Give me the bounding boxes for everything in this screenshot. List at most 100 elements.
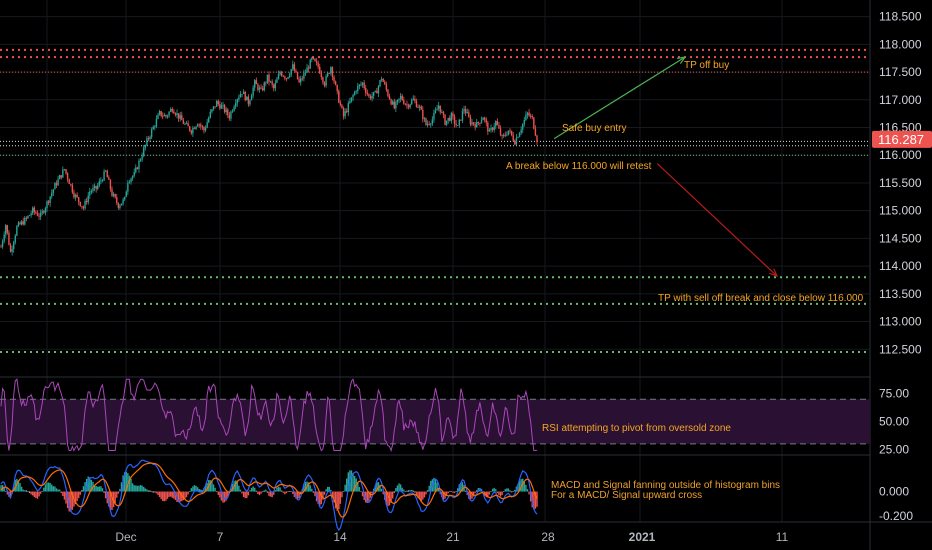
price-axis[interactable]: 118.500118.000117.500117.000116.500116.0… [879,10,922,357]
candle-body [285,78,288,80]
macd-histogram-bar [380,488,383,492]
time-axis[interactable]: Dec 7 14 21 28 2021 11 [115,530,788,544]
macd-histogram-bar [166,491,169,499]
candle-body [196,124,199,127]
candle-body [214,106,216,108]
candle-body [396,99,399,103]
rsi-panel[interactable] [0,378,870,453]
candle-body [296,72,299,80]
macd-histogram-bar [363,491,365,501]
annotation-safe-buy-entry[interactable]: Safe buy entry [562,123,626,134]
candle-body [355,91,357,92]
candle-body [252,87,254,96]
macd-histogram-bar [325,489,327,492]
macd-histogram-bar [112,491,115,508]
macd-histogram-bar [130,478,132,492]
candle-body [284,76,286,79]
macd-histogram-bar [512,491,514,492]
candle-body [268,74,270,82]
macd-histogram-bar [442,491,445,501]
price-tick-label: 115.000 [879,204,922,218]
macd-histogram-bar [214,487,216,492]
macd-histogram-bar [536,491,538,507]
candle-body [460,119,462,121]
candle-body [89,191,91,196]
candle-body [219,103,221,109]
rsi-tick-label: 50.00 [879,415,909,429]
annotation-macd-line2[interactable]: For a MACD/ Signal upward cross [551,490,702,501]
macd-histogram-bar [101,488,104,492]
macd-histogram-bar [173,491,175,499]
annotation-break-below[interactable]: A break below 116.000 will retest [506,161,652,172]
candle-body [249,100,251,105]
candle-body [303,73,305,79]
candle-body [44,208,47,213]
rsi-axis[interactable]: 75.00 50.00 25.00 [879,387,909,457]
macd-histogram-bar [179,491,181,502]
macd-histogram-bar [428,485,430,492]
candle-body [100,180,102,182]
macd-histogram-bar [236,481,238,492]
macd-histogram-bar [263,490,265,492]
candle-body [461,111,464,121]
candle-body [276,79,278,83]
candle-body [420,106,422,110]
macd-histogram-bar [366,491,369,503]
macd-histogram-bar [0,485,2,492]
macd-histogram-bar [109,491,112,510]
candle-body [346,111,348,113]
macd-histogram-bar [471,491,473,499]
candle-body [184,123,186,125]
macd-histogram-bar [326,486,329,492]
macd-histogram-bar [390,491,392,503]
candle-body [233,106,235,111]
macd-histogram-bar [357,481,359,492]
candle-body [290,69,292,75]
candle-body [433,112,435,120]
price-candles [0,56,538,256]
trend-arrow-line [656,163,778,277]
annotation-tp-sell-off[interactable]: TP with sell off break and close below 1… [658,293,864,304]
candle-body [84,201,86,209]
candle-body [55,183,58,186]
candle-body [306,67,308,73]
macd-histogram-bar [420,491,422,502]
macd-histogram-bar [399,484,402,492]
candle-body [328,73,330,74]
candle-body [19,222,21,225]
macd-axis[interactable]: 0.000 -0.200 [879,485,913,523]
candle-body [227,109,229,115]
candle-body [403,100,405,104]
annotation-macd-line1[interactable]: MACD and Signal fanning outside of histo… [551,480,780,491]
candle-body [399,95,402,99]
candle-body [436,108,438,111]
candle-body [365,88,367,93]
candle-body [160,111,162,117]
candle-body [287,76,289,79]
macd-histogram-bar [35,491,37,499]
candle-body [376,91,378,94]
macd-histogram-bar [529,491,532,502]
macd-histogram-bar [133,485,135,492]
candle-body [163,114,166,117]
macd-histogram-bar [60,491,62,494]
macd-histogram-bar [307,482,310,492]
candle-body [139,159,142,161]
macd-histogram-bar [374,485,376,492]
macd-histogram-bar [393,491,395,493]
candle-body [280,72,283,76]
candle-body [311,57,313,60]
candle-body [314,58,316,62]
candle-body [195,126,197,129]
annotation-rsi[interactable]: RSI attempting to pivot from oversold zo… [542,423,731,434]
candle-body [469,116,472,125]
macd-histogram-bar [47,482,50,492]
trend-arrows[interactable] [553,56,779,278]
macd-panel[interactable] [0,459,538,532]
candle-body [498,125,500,129]
annotation-tp-off-buy[interactable]: TP off buy [684,60,729,71]
candle-body [41,211,43,214]
candle-body [333,76,335,82]
